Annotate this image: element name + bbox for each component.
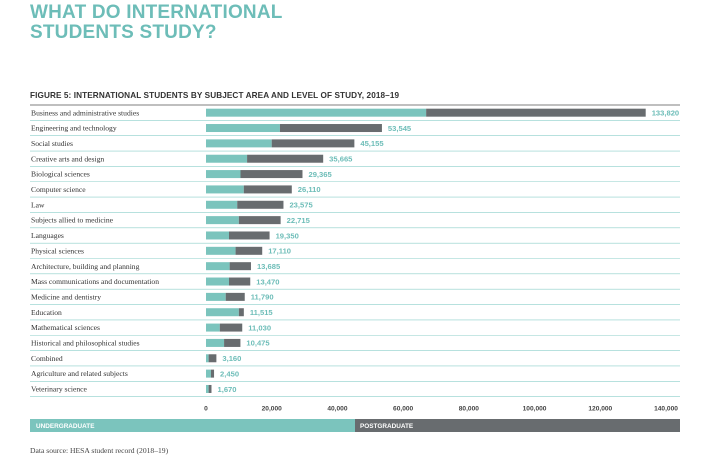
category-label: Social studies (31, 139, 73, 148)
bar-undergraduate (206, 369, 211, 378)
x-tick-label: 100,000 (523, 406, 547, 413)
category-label: Architecture, building and planning (31, 262, 140, 271)
value-label: 35,665 (329, 155, 353, 164)
category-label: Education (31, 308, 62, 317)
legend-undergraduate-swatch (30, 419, 355, 432)
category-label: Law (31, 200, 45, 209)
bar-postgraduate (247, 154, 324, 163)
bar-postgraduate (235, 246, 263, 255)
bar-undergraduate (206, 338, 225, 347)
bar-postgraduate (240, 170, 303, 179)
category-label: Creative arts and design (31, 154, 104, 163)
value-label: 22,715 (287, 216, 311, 225)
bar-postgraduate (208, 354, 217, 363)
value-label: 11,515 (250, 308, 274, 317)
bar-undergraduate (206, 231, 229, 240)
bar-postgraduate (210, 369, 215, 378)
x-tick-label: 140,000 (654, 406, 678, 413)
bar-postgraduate (238, 308, 244, 317)
page-heading-line-2: STUDENTS STUDY? (30, 22, 217, 43)
value-label: 23,575 (289, 201, 313, 210)
category-label: Subjects allied to medicine (31, 216, 114, 225)
category-label: Engineering and technology (31, 124, 117, 133)
bar-undergraduate (206, 277, 229, 286)
value-label: 45,155 (360, 139, 384, 148)
bar-postgraduate (426, 108, 646, 117)
legend-postgraduate-label: POSTGRADUATE (360, 423, 414, 430)
bar-undergraduate (206, 200, 238, 209)
bar-postgraduate (229, 277, 251, 286)
category-label: Agriculture and related subjects (31, 369, 128, 378)
category-label: Combined (31, 354, 63, 363)
bar-undergraduate (206, 154, 248, 163)
x-tick-label: 80,000 (459, 406, 480, 413)
value-label: 13,470 (256, 277, 279, 286)
bar-postgraduate (279, 124, 382, 133)
x-tick-label: 0 (204, 406, 208, 413)
data-source-note: Data source: HESA student record (2018–1… (30, 446, 169, 455)
value-label: 3,160 (222, 354, 241, 363)
bar-undergraduate (206, 108, 427, 117)
category-label: Mathematical sciences (31, 323, 100, 332)
value-label: 10,475 (246, 339, 270, 348)
page-heading-line-1: WHAT DO INTERNATIONAL (30, 2, 283, 23)
value-label: 17,110 (268, 247, 291, 256)
bar-postgraduate (208, 384, 212, 393)
bar-undergraduate (206, 384, 209, 393)
bar-postgraduate (237, 200, 284, 209)
bar-undergraduate (206, 292, 226, 301)
bar-postgraduate (243, 185, 292, 194)
bar-postgraduate (225, 292, 245, 301)
value-label: 11,030 (248, 323, 271, 332)
x-tick-label: 40,000 (327, 406, 348, 413)
bar-undergraduate (206, 308, 239, 317)
category-label: Medicine and dentistry (31, 292, 101, 301)
category-label: Languages (31, 231, 64, 240)
bar-undergraduate (206, 354, 209, 363)
value-label: 133,820 (652, 108, 679, 117)
x-tick-label: 60,000 (393, 406, 414, 413)
bar-undergraduate (206, 124, 280, 133)
bar-postgraduate (229, 231, 270, 240)
value-label: 13,685 (257, 262, 281, 271)
category-label: Business and administrative studies (31, 108, 139, 117)
bar-postgraduate (271, 139, 355, 148)
bar-undergraduate (206, 246, 236, 255)
bar-postgraduate (219, 323, 243, 332)
bar-postgraduate (229, 262, 251, 271)
x-tick-label: 120,000 (588, 406, 612, 413)
legend-undergraduate-label: UNDERGRADUATE (36, 423, 95, 430)
bar-postgraduate (238, 216, 281, 225)
bar-undergraduate (206, 216, 239, 225)
category-label: Biological sciences (31, 170, 90, 179)
category-label: Computer science (31, 185, 86, 194)
value-label: 1,670 (217, 385, 236, 394)
bar-undergraduate (206, 262, 230, 271)
value-label: 11,790 (251, 293, 274, 302)
category-label: Veterinary science (31, 385, 87, 394)
bar-undergraduate (206, 170, 241, 179)
value-label: 26,110 (298, 185, 321, 194)
value-label: 2,450 (220, 369, 239, 378)
bar-undergraduate (206, 139, 272, 148)
category-label: Mass communications and documentation (31, 277, 159, 286)
bar-undergraduate (206, 185, 244, 194)
value-label: 29,365 (308, 170, 332, 179)
value-label: 19,350 (276, 231, 299, 240)
bar-undergraduate (206, 323, 220, 332)
category-label: Historical and philosophical studies (31, 339, 140, 348)
bar-postgraduate (224, 338, 241, 347)
value-label: 53,545 (388, 124, 412, 133)
category-label: Physical sciences (31, 246, 84, 255)
figure-title: FIGURE 5: INTERNATIONAL STUDENTS BY SUBJ… (30, 91, 400, 100)
legend-postgraduate-swatch (355, 419, 680, 432)
x-tick-label: 20,000 (262, 406, 283, 413)
